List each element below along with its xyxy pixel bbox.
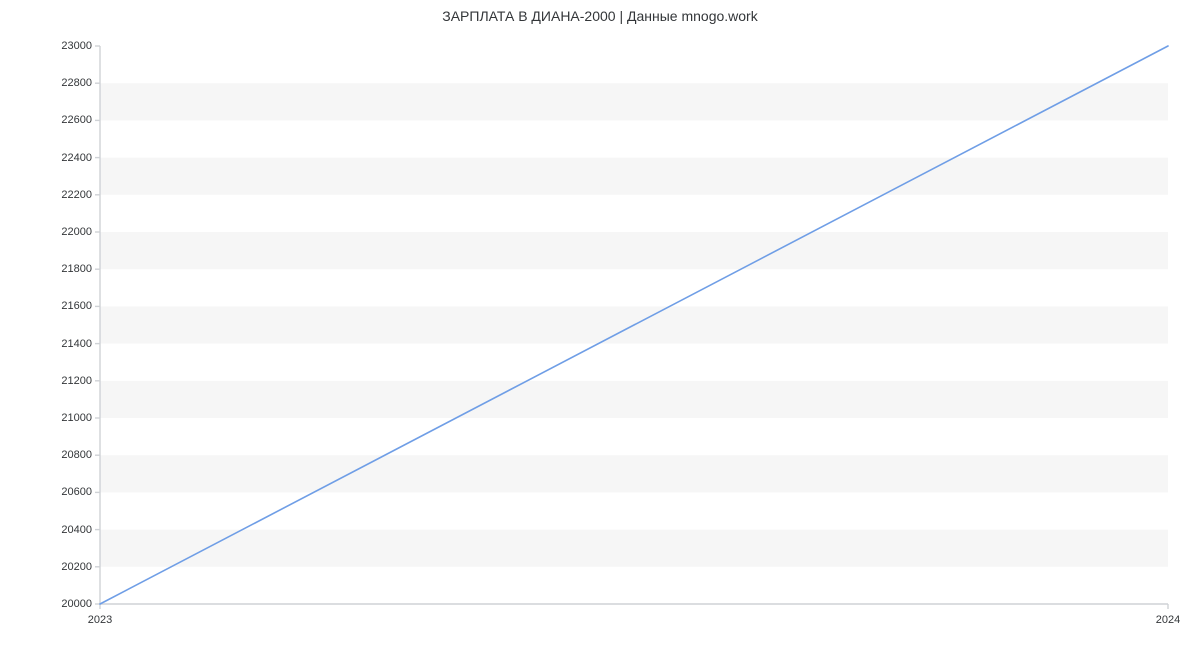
y-tick-label: 21000 (61, 412, 92, 424)
grid-band (100, 492, 1168, 529)
salary-line-chart: ЗАРПЛАТА В ДИАНА-2000 | Данные mnogo.wor… (0, 0, 1200, 650)
grid-band (100, 418, 1168, 455)
x-tick-label: 2023 (88, 614, 112, 626)
y-tick-label: 22600 (61, 114, 92, 126)
y-tick-label: 22200 (61, 189, 92, 201)
grid-band (100, 269, 1168, 306)
y-tick-label: 23000 (61, 40, 92, 52)
y-tick-label: 21800 (61, 263, 92, 275)
y-tick-label: 20000 (61, 598, 92, 610)
y-tick-label: 20400 (61, 524, 92, 536)
chart-svg (100, 46, 1168, 604)
grid-band (100, 344, 1168, 381)
y-tick-label: 20800 (61, 449, 92, 461)
grid-band (100, 530, 1168, 567)
y-tick-label: 21400 (61, 338, 92, 350)
plot-area (100, 46, 1168, 604)
y-tick-label: 21200 (61, 375, 92, 387)
grid-band (100, 455, 1168, 492)
grid-band (100, 567, 1168, 604)
y-tick-label: 21600 (61, 300, 92, 312)
grid-band (100, 120, 1168, 157)
x-tick-label: 2024 (1156, 614, 1180, 626)
y-tick-label: 22000 (61, 226, 92, 238)
y-tick-label: 20200 (61, 561, 92, 573)
y-tick-label: 22800 (61, 77, 92, 89)
grid-band (100, 46, 1168, 83)
grid-band (100, 83, 1168, 120)
chart-title: ЗАРПЛАТА В ДИАНА-2000 | Данные mnogo.wor… (0, 8, 1200, 24)
grid-band (100, 195, 1168, 232)
y-tick-label: 20600 (61, 486, 92, 498)
grid-band (100, 158, 1168, 195)
y-tick-label: 22400 (61, 152, 92, 164)
grid-band (100, 232, 1168, 269)
grid-band (100, 381, 1168, 418)
